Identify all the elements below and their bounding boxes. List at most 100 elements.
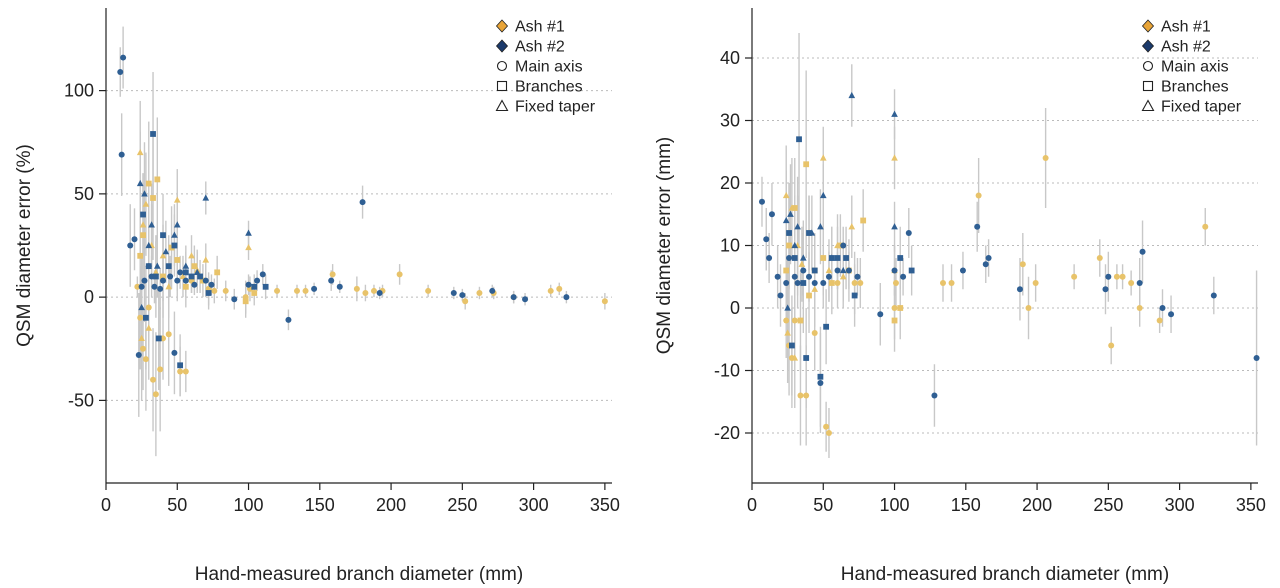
data-point bbox=[854, 273, 861, 280]
data-point bbox=[145, 304, 152, 311]
data-point bbox=[811, 267, 818, 274]
data-point bbox=[131, 236, 138, 243]
data-point bbox=[891, 267, 898, 274]
data-point bbox=[142, 356, 149, 363]
data-point bbox=[788, 204, 796, 211]
data-point bbox=[931, 392, 938, 399]
data-point bbox=[188, 273, 195, 280]
data-point bbox=[141, 277, 148, 284]
data-point bbox=[159, 252, 167, 259]
data-point bbox=[138, 303, 145, 311]
data-point bbox=[188, 252, 195, 259]
data-point bbox=[150, 195, 156, 201]
data-point bbox=[143, 314, 149, 321]
data-point bbox=[285, 316, 292, 323]
data-point bbox=[556, 285, 563, 292]
data-point bbox=[839, 273, 847, 280]
data-point bbox=[160, 273, 166, 280]
x-axis-title: Hand-measured branch diameter (mm) bbox=[195, 564, 523, 585]
x-tick-label: 200 bbox=[1022, 495, 1052, 515]
legend-label: Branches bbox=[1161, 79, 1229, 96]
data-point bbox=[817, 373, 824, 380]
data-point bbox=[848, 91, 856, 99]
series-ash2-triangle bbox=[136, 179, 252, 311]
data-point bbox=[905, 230, 912, 236]
data-point bbox=[145, 324, 153, 331]
data-point bbox=[1108, 342, 1115, 349]
data-point bbox=[154, 176, 161, 183]
data-point bbox=[174, 277, 181, 284]
data-point bbox=[311, 285, 318, 292]
data-point bbox=[1128, 280, 1135, 286]
data-point bbox=[251, 290, 258, 296]
x-tick-label: 50 bbox=[167, 495, 187, 515]
data-point bbox=[245, 281, 252, 288]
data-point bbox=[167, 273, 174, 280]
data-point bbox=[839, 266, 847, 274]
data-point bbox=[293, 287, 300, 294]
data-point bbox=[425, 287, 432, 294]
y-axis-title: QSM diameter error (%) bbox=[14, 144, 35, 347]
data-point bbox=[179, 272, 187, 280]
data-point bbox=[1019, 261, 1026, 268]
legend-circle-icon bbox=[1142, 60, 1154, 72]
data-point bbox=[396, 271, 403, 278]
left-panel: 0 50 100 150 200 250 300 350 -50 0 50 100 Hand-measu… bbox=[14, 8, 620, 585]
data-point bbox=[145, 263, 152, 270]
data-point bbox=[791, 241, 799, 249]
x-tick-label: 350 bbox=[590, 495, 620, 515]
data-point bbox=[152, 273, 159, 280]
data-point bbox=[763, 236, 770, 243]
legend-triangle-icon bbox=[1141, 99, 1155, 112]
data-point bbox=[160, 277, 167, 284]
data-point bbox=[808, 229, 816, 236]
data-point bbox=[1139, 248, 1146, 255]
data-point bbox=[845, 267, 852, 274]
data-point bbox=[791, 317, 798, 324]
data-point bbox=[834, 280, 841, 286]
data-point bbox=[157, 366, 164, 373]
data-point bbox=[336, 283, 343, 290]
data-point bbox=[510, 294, 517, 301]
legend-square-icon bbox=[496, 80, 508, 92]
series-ash2-circle bbox=[758, 198, 1260, 399]
y-tick-label: 20 bbox=[720, 173, 740, 193]
data-point bbox=[462, 298, 469, 305]
data-point bbox=[820, 255, 827, 261]
data-point bbox=[202, 277, 209, 284]
x-tick-label: 350 bbox=[1236, 495, 1266, 515]
data-point bbox=[828, 280, 835, 286]
y-tick-label: 50 bbox=[74, 184, 94, 204]
data-point bbox=[177, 368, 184, 375]
legend-diamond-icon bbox=[1141, 39, 1155, 53]
legend-square-icon bbox=[1142, 80, 1154, 92]
data-point bbox=[803, 161, 810, 168]
data-point bbox=[1136, 280, 1143, 286]
data-point bbox=[1253, 355, 1260, 361]
x-tick-label: 100 bbox=[234, 495, 264, 515]
data-point bbox=[834, 255, 841, 261]
data-point bbox=[797, 392, 804, 399]
data-point bbox=[140, 211, 146, 218]
x-tick-label: 250 bbox=[1093, 495, 1123, 515]
data-point bbox=[205, 290, 212, 296]
y-tick-label: 100 bbox=[64, 81, 94, 101]
data-point bbox=[148, 221, 155, 228]
data-point bbox=[939, 280, 946, 286]
data-point bbox=[182, 368, 189, 375]
data-point bbox=[1032, 280, 1039, 286]
legend-label: Fixed taper bbox=[1161, 99, 1242, 116]
data-point bbox=[877, 311, 884, 318]
data-point bbox=[806, 273, 813, 280]
data-point bbox=[302, 287, 309, 294]
data-point bbox=[353, 285, 360, 292]
data-point bbox=[151, 283, 158, 290]
data-point bbox=[819, 191, 827, 199]
legend-triangle-icon bbox=[495, 99, 509, 112]
data-point bbox=[522, 296, 529, 303]
data-point bbox=[127, 242, 134, 249]
data-point bbox=[768, 211, 775, 218]
legend: Ash #1 Ash #2 Main axis Branches Fixed taper bbox=[1141, 19, 1242, 116]
data-point bbox=[563, 294, 570, 301]
data-point bbox=[766, 255, 773, 261]
